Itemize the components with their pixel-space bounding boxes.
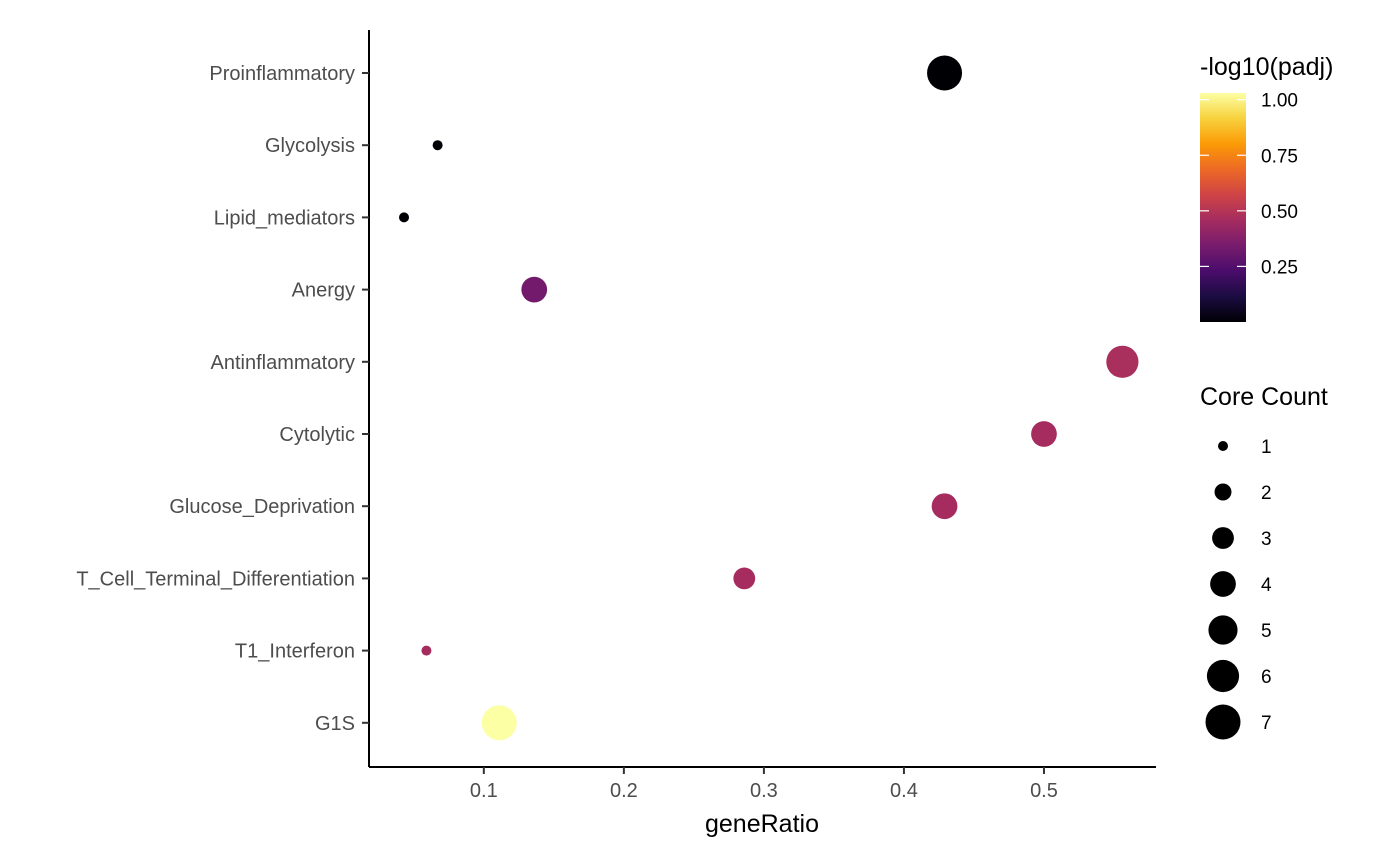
size-legend-key — [1212, 527, 1234, 549]
color-legend-title: -log10(padj) — [1200, 53, 1333, 81]
x-tick-label: 0.4 — [890, 780, 918, 802]
x-tick-label: 0.2 — [610, 780, 638, 802]
data-point — [432, 140, 443, 151]
colorbar-tick-label: 0.75 — [1261, 146, 1298, 167]
x-tick-label: 0.5 — [1030, 780, 1058, 802]
y-tick-label: T_Cell_Terminal_Differentiation — [76, 568, 355, 590]
data-point — [931, 493, 958, 520]
data-point — [927, 55, 963, 91]
y-tick-label: T1_Interferon — [235, 641, 355, 663]
data-point — [481, 705, 517, 741]
axes: geneRatio — [368, 30, 1156, 838]
plot-area — [399, 55, 1139, 741]
y-tick-label: Glucose_Deprivation — [169, 496, 355, 518]
color-legend: -log10(padj) 0.25 0.50 0.75 1.00 — [1200, 53, 1333, 322]
y-tick-label: Lipid_mediators — [214, 207, 355, 229]
data-point — [421, 645, 432, 656]
colorbar-tick-label: 1.00 — [1261, 91, 1298, 112]
y-tick-label: Cytolytic — [279, 424, 355, 446]
size-legend-key — [1218, 441, 1228, 451]
x-tick-label: 0.1 — [470, 780, 498, 802]
size-legend-label: 5 — [1261, 621, 1272, 642]
data-point — [1031, 421, 1057, 447]
y-tick-label: Antinflammatory — [211, 352, 356, 374]
y-tick-label: Anergy — [292, 280, 355, 302]
size-legend-key — [1208, 615, 1238, 645]
colorbar-tick-label: 0.50 — [1261, 202, 1298, 223]
colorbar-tick-label: 0.25 — [1261, 257, 1298, 278]
x-tick-label: 0.3 — [750, 780, 778, 802]
y-tick-label: G1S — [315, 713, 355, 735]
y-tick-label: Glycolysis — [265, 135, 355, 157]
y-tick-label: Proinflammatory — [209, 63, 355, 85]
x-axis-title: geneRatio — [705, 810, 819, 838]
colorbar — [1200, 93, 1246, 322]
size-legend: Core Count 1 2 3 4 5 6 7 — [1200, 383, 1328, 740]
size-legend-label: 4 — [1261, 575, 1272, 596]
data-point — [399, 212, 410, 223]
size-legend-key — [1210, 571, 1236, 597]
size-legend-label: 2 — [1261, 483, 1272, 504]
size-legend-key — [1206, 659, 1240, 693]
size-legend-key — [1214, 483, 1232, 501]
data-point — [733, 567, 756, 590]
ticks: Proinflammatory Glycolysis Lipid_mediators… — [76, 63, 1058, 802]
size-legend-label: 6 — [1261, 667, 1272, 688]
size-legend-label: 7 — [1261, 713, 1272, 734]
size-legend-label: 3 — [1261, 529, 1272, 550]
data-point — [521, 276, 548, 303]
data-point — [1106, 345, 1139, 378]
size-legend-title: Core Count — [1200, 383, 1328, 411]
size-legend-label: 1 — [1261, 437, 1272, 458]
size-legend-key — [1205, 704, 1241, 740]
